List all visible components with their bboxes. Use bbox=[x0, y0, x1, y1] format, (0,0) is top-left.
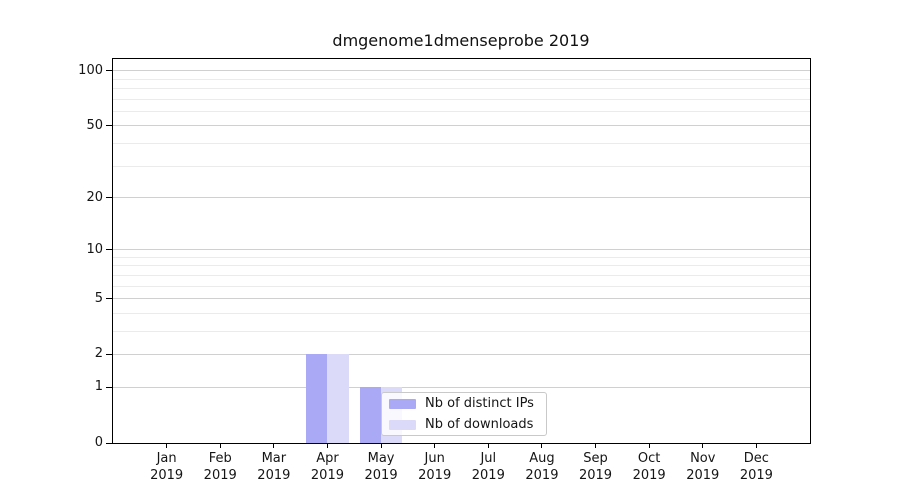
x-tick-label: Jun 2019 bbox=[403, 450, 467, 484]
x-tick-label: Jan 2019 bbox=[135, 450, 199, 484]
x-tick-mark bbox=[166, 443, 168, 448]
minor-gridline bbox=[113, 78, 810, 80]
x-tick-month: Dec bbox=[743, 451, 769, 466]
minor-gridline bbox=[113, 143, 810, 145]
x-tick-month: Aug bbox=[529, 451, 555, 466]
x-tick-year: 2019 bbox=[471, 468, 505, 483]
y-tick-label: 20 bbox=[86, 189, 103, 205]
major-gridline bbox=[113, 353, 810, 355]
y-tick-mark bbox=[106, 386, 113, 388]
plot-area: Nb of distinct IPs Nb of downloads bbox=[112, 58, 811, 444]
y-tick-mark bbox=[106, 125, 113, 127]
x-tick-month: Jan bbox=[156, 451, 177, 466]
x-tick-year: 2019 bbox=[578, 468, 613, 483]
y-tick-label: 100 bbox=[78, 62, 103, 78]
legend-label: Nb of distinct IPs bbox=[425, 396, 534, 411]
y-tick-mark bbox=[106, 249, 113, 251]
x-tick-label: Oct 2019 bbox=[617, 450, 681, 484]
legend-row: Nb of downloads bbox=[389, 416, 546, 434]
x-tick-label: Jul 2019 bbox=[456, 450, 520, 484]
x-tick-month: Jun bbox=[424, 451, 445, 466]
x-tick-mark bbox=[219, 443, 221, 448]
y-tick-mark bbox=[106, 442, 113, 444]
legend-swatch bbox=[389, 419, 416, 430]
minor-gridline bbox=[113, 265, 810, 267]
x-tick-mark bbox=[326, 443, 328, 448]
x-tick-month: Sep bbox=[583, 451, 608, 466]
x-tick-year: 2019 bbox=[257, 468, 291, 483]
x-tick-year: 2019 bbox=[525, 468, 559, 483]
x-tick-label: Apr 2019 bbox=[295, 450, 359, 484]
x-tick-label: Mar 2019 bbox=[242, 450, 306, 484]
bar-nb-of-downloads-apr bbox=[327, 354, 349, 443]
legend-row: Nb of distinct IPs bbox=[389, 395, 546, 413]
x-tick-label: Feb 2019 bbox=[188, 450, 252, 484]
x-tick-year: 2019 bbox=[150, 468, 184, 483]
minor-gridline bbox=[113, 330, 810, 332]
x-tick-mark bbox=[595, 443, 597, 448]
x-tick-month: Feb bbox=[208, 451, 232, 466]
x-tick-year: 2019 bbox=[739, 468, 773, 483]
y-tick-label: 1 bbox=[94, 379, 103, 395]
y-tick-label: 10 bbox=[86, 241, 103, 257]
x-tick-mark bbox=[702, 443, 704, 448]
x-tick-year: 2019 bbox=[310, 468, 344, 483]
x-tick-mark bbox=[380, 443, 382, 448]
x-tick-label: Aug 2019 bbox=[510, 450, 574, 484]
y-tick-mark bbox=[106, 298, 113, 300]
x-tick-year: 2019 bbox=[686, 468, 720, 483]
bar-nb-of-distinct-ips-may bbox=[359, 387, 382, 443]
minor-gridline bbox=[113, 285, 810, 287]
y-tick-label: 2 bbox=[94, 346, 103, 362]
x-tick-mark bbox=[755, 443, 757, 448]
y-tick-mark bbox=[106, 197, 113, 198]
major-gridline bbox=[113, 197, 810, 198]
minor-gridline bbox=[113, 111, 810, 113]
x-tick-label: May 2019 bbox=[349, 450, 413, 484]
minor-gridline bbox=[113, 312, 810, 314]
y-tick-mark bbox=[106, 70, 113, 72]
x-tick-year: 2019 bbox=[203, 468, 237, 483]
x-tick-mark bbox=[273, 443, 275, 448]
x-tick-label: Nov 2019 bbox=[671, 450, 735, 484]
x-tick-year: 2019 bbox=[632, 468, 666, 483]
y-tick-label: 50 bbox=[86, 117, 103, 133]
x-tick-month: Mar bbox=[261, 451, 287, 466]
major-gridline bbox=[113, 249, 810, 251]
bar-nb-of-distinct-ips-apr bbox=[306, 354, 328, 443]
x-tick-month: Apr bbox=[316, 451, 339, 466]
major-gridline bbox=[113, 70, 810, 72]
major-gridline bbox=[113, 386, 810, 388]
x-tick-year: 2019 bbox=[364, 468, 398, 483]
y-tick-label: 5 bbox=[94, 290, 103, 306]
minor-gridline bbox=[113, 88, 810, 90]
x-tick-month: Jul bbox=[480, 451, 497, 466]
major-gridline bbox=[113, 125, 810, 127]
chart-title: dmgenome1dmenseprobe 2019 bbox=[332, 31, 590, 50]
minor-gridline bbox=[113, 165, 810, 167]
legend-label: Nb of downloads bbox=[425, 417, 534, 432]
legend: Nb of distinct IPs Nb of downloads bbox=[381, 392, 547, 436]
x-tick-month: Oct bbox=[637, 451, 661, 466]
x-tick-label: Sep 2019 bbox=[564, 450, 628, 484]
legend-swatch bbox=[389, 398, 416, 409]
x-tick-label: Dec 2019 bbox=[724, 450, 788, 484]
x-tick-mark bbox=[541, 443, 543, 448]
x-tick-mark bbox=[487, 443, 489, 448]
y-tick-mark bbox=[106, 353, 113, 355]
y-tick-label: 0 bbox=[94, 435, 103, 450]
x-tick-mark bbox=[648, 443, 650, 448]
x-tick-month: May bbox=[367, 451, 395, 466]
major-gridline bbox=[113, 298, 810, 300]
x-tick-month: Nov bbox=[690, 451, 716, 466]
minor-gridline bbox=[113, 274, 810, 276]
x-tick-year: 2019 bbox=[418, 468, 452, 483]
minor-gridline bbox=[113, 98, 810, 100]
x-tick-mark bbox=[434, 443, 436, 448]
minor-gridline bbox=[113, 256, 810, 258]
